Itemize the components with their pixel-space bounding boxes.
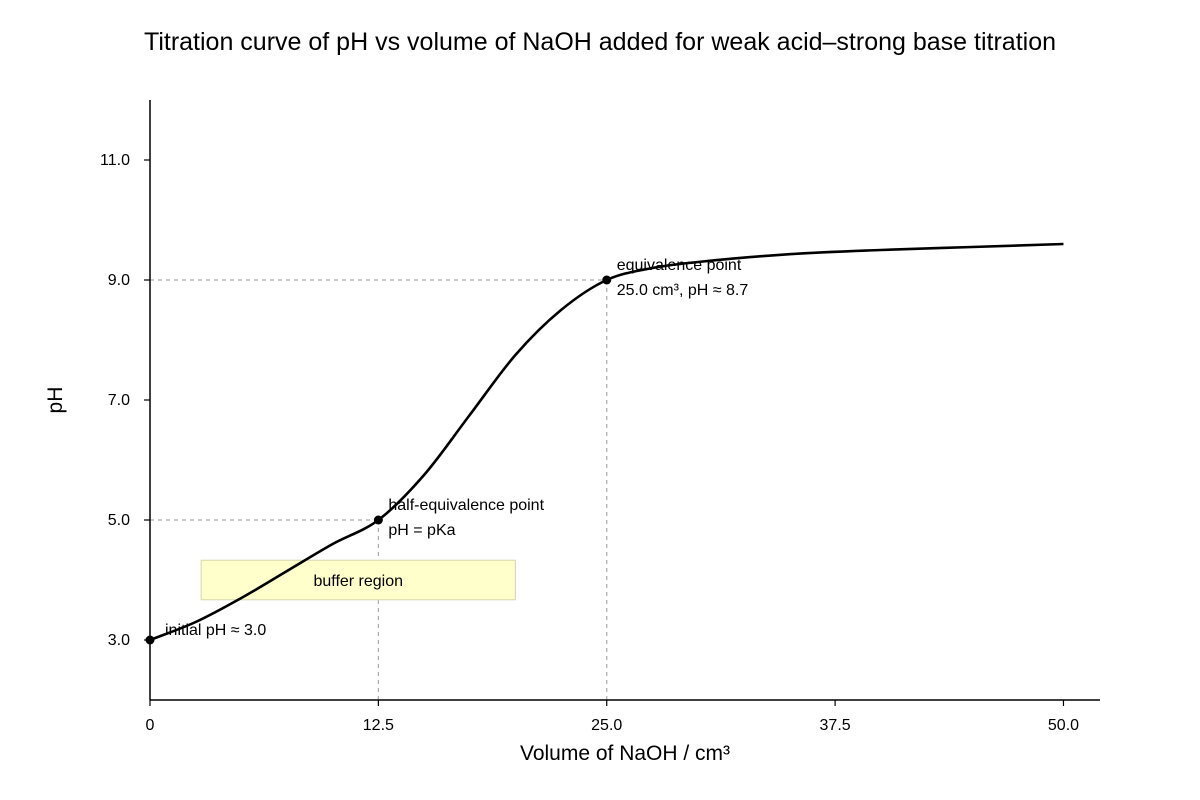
chart-title: Titration curve of pH vs volume of NaOH … [144,28,1056,56]
y-axis-ticks: 3.0 5.0 7.0 9.0 11.0 [100,152,150,649]
x-axis-label: Volume of NaOH / cm³ [520,742,730,765]
key-point-marker [602,275,612,285]
y-tick-label: 7.0 [108,392,130,409]
y-tick-label: 5.0 [108,512,130,529]
y-tick-label: 11.0 [100,152,130,169]
reference-guides [150,279,608,700]
x-tick-label: 25.0 [591,717,622,734]
key-point-marker [373,515,383,525]
buffer-region-label: buffer region [313,573,403,590]
y-axis-label: pH [44,387,67,414]
key-point-sublabel: pH = pKa [388,522,455,539]
x-tick-label: 37.5 [820,717,851,734]
titration-curve-line [149,242,1064,642]
x-tick-label: 12.5 [363,717,394,734]
key-point-markers [145,275,612,645]
x-tick-label: 0 [146,717,155,734]
key-point-label: half-equivalence point [388,497,544,514]
buffer-region-box [200,559,516,601]
key-point-annotations: initial pH ≈ 3.0 half-equivalence point pH… [165,257,748,639]
x-tick-label: 50.0 [1048,717,1079,734]
y-tick-label: 9.0 [108,272,130,289]
key-point-label: initial pH ≈ 3.0 [165,622,266,639]
x-axis-ticks: 0 12.5 25.0 37.5 50.0 [146,700,1079,734]
y-tick-label: 3.0 [108,632,130,649]
key-point-sublabel: 25.0 cm³, pH ≈ 8.7 [617,282,749,299]
key-point-label: equivalence point [617,257,742,274]
key-point-marker [145,635,155,645]
buffer-region: buffer region [200,559,516,601]
